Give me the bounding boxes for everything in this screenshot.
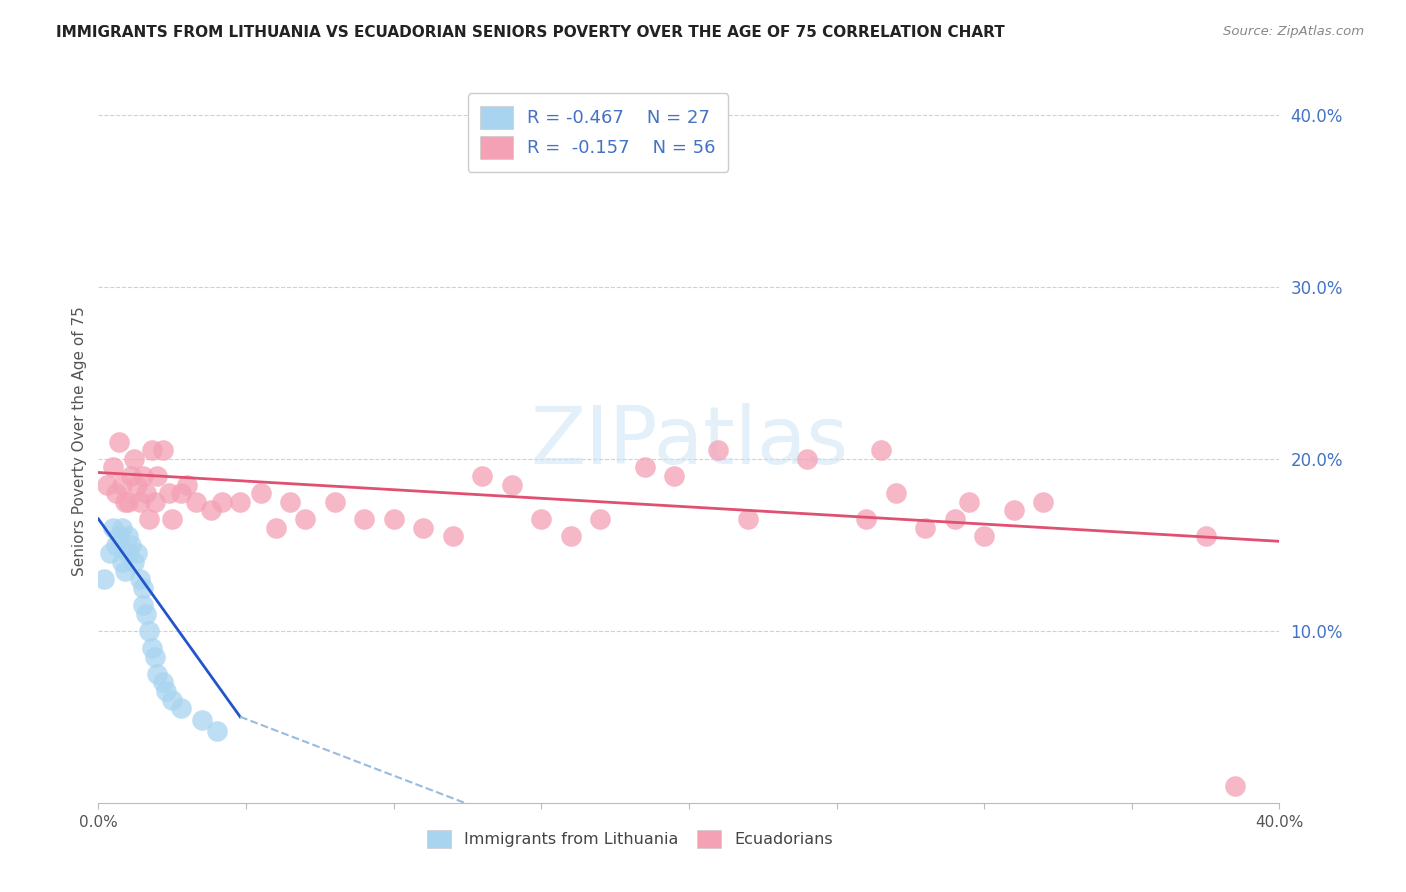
Point <box>111 520 134 534</box>
Point <box>103 520 125 534</box>
Point <box>105 538 128 552</box>
Point <box>143 494 166 508</box>
Point <box>170 486 193 500</box>
Point <box>382 512 405 526</box>
Point <box>707 443 730 458</box>
Point <box>162 692 183 706</box>
Point <box>973 529 995 543</box>
Point <box>914 520 936 534</box>
Text: IMMIGRANTS FROM LITHUANIA VS ECUADORIAN SENIORS POVERTY OVER THE AGE OF 75 CORRE: IMMIGRANTS FROM LITHUANIA VS ECUADORIAN … <box>56 25 1005 40</box>
Point <box>132 581 155 595</box>
Point <box>323 494 346 508</box>
Point <box>155 684 177 698</box>
Point <box>184 494 207 508</box>
Point <box>1032 494 1054 508</box>
Point <box>152 675 174 690</box>
Point <box>143 649 166 664</box>
Point <box>796 451 818 466</box>
Point <box>114 494 136 508</box>
Point <box>138 512 160 526</box>
Point <box>108 434 131 449</box>
Point <box>501 477 523 491</box>
Point <box>441 529 464 543</box>
Point <box>205 723 228 738</box>
Point <box>132 469 155 483</box>
Point <box>141 443 163 458</box>
Point <box>146 666 169 681</box>
Point <box>471 469 494 483</box>
Text: Source: ZipAtlas.com: Source: ZipAtlas.com <box>1223 25 1364 38</box>
Point <box>560 529 582 543</box>
Point <box>141 640 163 655</box>
Point <box>943 512 966 526</box>
Point <box>1225 779 1247 793</box>
Point <box>120 469 142 483</box>
Point <box>200 503 222 517</box>
Point <box>855 512 877 526</box>
Text: ZIPatlas: ZIPatlas <box>530 402 848 481</box>
Point <box>98 546 121 560</box>
Point <box>959 494 981 508</box>
Point <box>412 520 434 534</box>
Point <box>280 494 302 508</box>
Point <box>884 486 907 500</box>
Point <box>162 512 183 526</box>
Point <box>135 486 157 500</box>
Point <box>664 469 686 483</box>
Point <box>138 624 160 638</box>
Point <box>108 529 131 543</box>
Point <box>294 512 316 526</box>
Point <box>122 555 145 569</box>
Point <box>132 598 155 612</box>
Point <box>117 546 139 560</box>
Point <box>111 555 134 569</box>
Point <box>1195 529 1218 543</box>
Point <box>1002 503 1025 517</box>
Point <box>157 486 180 500</box>
Point <box>737 512 759 526</box>
Point <box>530 512 553 526</box>
Point <box>211 494 233 508</box>
Point <box>93 572 115 586</box>
Point <box>146 469 169 483</box>
Point <box>125 546 148 560</box>
Y-axis label: Seniors Poverty Over the Age of 75: Seniors Poverty Over the Age of 75 <box>72 307 87 576</box>
Point <box>114 564 136 578</box>
Point <box>589 512 612 526</box>
Point <box>111 477 134 491</box>
Point <box>250 486 273 500</box>
Point <box>105 486 128 500</box>
Point <box>128 494 150 508</box>
Point <box>353 512 375 526</box>
Point <box>96 477 118 491</box>
Point <box>120 538 142 552</box>
Point <box>152 443 174 458</box>
Point <box>191 713 214 727</box>
Point <box>117 529 139 543</box>
Point <box>634 460 657 475</box>
Point <box>176 477 198 491</box>
Point <box>128 572 150 586</box>
Point <box>870 443 893 458</box>
Point <box>170 701 193 715</box>
Point <box>125 477 148 491</box>
Point <box>122 451 145 466</box>
Point <box>229 494 252 508</box>
Point <box>135 607 157 621</box>
Point <box>117 494 139 508</box>
Legend: Immigrants from Lithuania, Ecuadorians: Immigrants from Lithuania, Ecuadorians <box>419 822 841 856</box>
Point <box>264 520 287 534</box>
Point <box>103 460 125 475</box>
